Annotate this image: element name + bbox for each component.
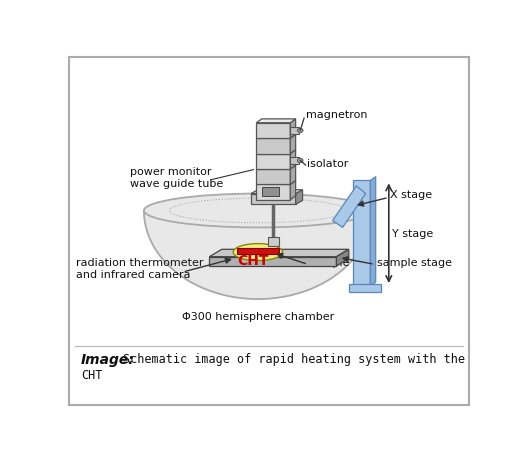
Bar [290,126,299,134]
Text: Y stage: Y stage [392,229,433,239]
Text: Φ300 hemisphere chamber: Φ300 hemisphere chamber [182,312,334,322]
Polygon shape [256,138,290,153]
Polygon shape [290,119,296,138]
Text: Schematic image of rapid heating system with the: Schematic image of rapid heating system … [123,354,465,366]
Text: CHT: CHT [237,254,269,268]
Polygon shape [256,153,290,169]
Polygon shape [256,180,296,184]
Polygon shape [256,184,290,200]
Polygon shape [144,211,372,299]
Polygon shape [290,134,296,153]
Polygon shape [296,190,302,204]
Polygon shape [256,169,290,184]
Polygon shape [290,150,296,169]
Polygon shape [290,165,296,184]
Polygon shape [333,186,366,228]
Bar [262,187,279,196]
Text: sample stage: sample stage [377,258,452,268]
Bar [290,157,299,164]
Text: Image:: Image: [81,353,134,367]
Text: CHT: CHT [81,369,102,382]
Text: magnetron: magnetron [306,110,367,120]
Polygon shape [337,249,349,266]
Polygon shape [256,123,290,138]
Polygon shape [209,256,337,266]
Polygon shape [251,190,302,194]
Polygon shape [353,180,370,286]
Text: power monitor
wave guide tube: power monitor wave guide tube [130,167,223,189]
Text: isolator: isolator [307,159,349,169]
Text: radiation thermometer
and infrared camera: radiation thermometer and infrared camer… [76,258,204,280]
Polygon shape [256,165,296,169]
Ellipse shape [233,244,282,261]
Polygon shape [256,119,296,123]
Polygon shape [349,284,381,292]
Polygon shape [256,150,296,153]
Text: sample: sample [310,258,350,268]
Ellipse shape [144,194,372,228]
Ellipse shape [298,129,303,132]
Polygon shape [251,194,296,204]
Polygon shape [209,249,349,256]
Bar [268,237,279,246]
Polygon shape [256,134,296,138]
Polygon shape [290,180,296,200]
Text: X stage: X stage [391,190,433,200]
Bar [237,248,279,254]
Polygon shape [370,177,376,286]
Ellipse shape [298,158,303,163]
